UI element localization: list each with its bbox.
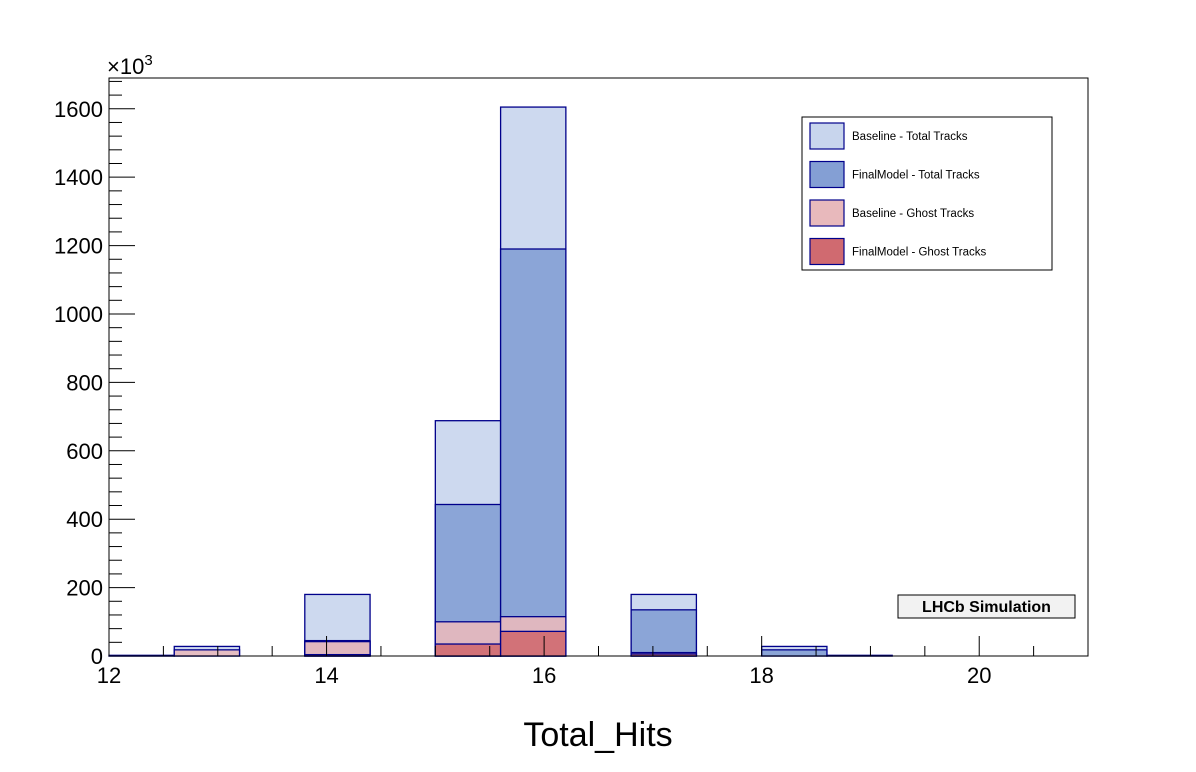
x-tick-label: 14 — [314, 663, 338, 688]
lhcb-simulation-box: LHCb Simulation — [897, 594, 1076, 619]
y-axis-multiplier-base: ×10 — [107, 54, 144, 79]
legend-swatch-baseline-total-tracks — [809, 122, 845, 150]
y-tick-label: 1600 — [54, 97, 103, 122]
x-tick-label: 20 — [967, 663, 991, 688]
y-tick-label: 1000 — [54, 302, 103, 327]
legend: Baseline - Total Tracks FinalModel - Tota… — [801, 116, 1053, 271]
y-tick-label: 1200 — [54, 234, 103, 259]
y-tick-label: 1400 — [54, 165, 103, 190]
bar-baseline-ghost-tracks-1 — [304, 640, 371, 657]
x-tick-label: 18 — [749, 663, 773, 688]
x-tick-label: 16 — [532, 663, 556, 688]
y-tick-label: 800 — [66, 370, 103, 395]
legend-swatch-finalmodel-total-tracks — [809, 160, 845, 189]
bar-finalmodel-total-tracks-4 — [630, 609, 698, 657]
bar-finalmodel-ghost-tracks-2 — [499, 630, 567, 657]
x-tick-label: 12 — [97, 663, 121, 688]
legend-label-finalmodel-total-tracks: FinalModel - Total Tracks — [852, 170, 980, 182]
x-axis-label: Total_Hits — [523, 716, 672, 754]
legend-label-finalmodel-ghost-tracks: FinalModel - Ghost Tracks — [852, 247, 986, 259]
y-axis-multiplier-exponent: 3 — [144, 52, 152, 69]
bar-finalmodel-total-tracks-3 — [499, 248, 567, 657]
bar-baseline-ghost-tracks-0 — [173, 649, 241, 657]
bar-finalmodel-ghost-tracks-1 — [434, 643, 502, 657]
y-tick-label: 200 — [66, 576, 103, 601]
y-tick-label: 0 — [91, 644, 103, 669]
bar-finalmodel-total-tracks-5 — [761, 649, 828, 657]
axes-layer: 0 200 400 600 800 1000 1200 1400 1600 12 14 16 18 20 — [54, 80, 1089, 688]
bars-layer — [108, 106, 893, 657]
lhcb-simulation-label: LHCb Simulation — [922, 599, 1051, 616]
y-axis-multiplier: ×103 — [107, 52, 153, 79]
legend-swatch-baseline-ghost-tracks — [809, 199, 845, 227]
y-tick-label: 400 — [66, 507, 103, 532]
lhcb-simulation-frame — [897, 594, 1076, 619]
legend-swatch-finalmodel-ghost-tracks — [809, 237, 845, 266]
legend-label-baseline-total-tracks: Baseline - Total Tracks — [852, 131, 968, 143]
legend-label-baseline-ghost-tracks: Baseline - Ghost Tracks — [852, 208, 974, 220]
y-tick-label: 600 — [66, 439, 103, 464]
